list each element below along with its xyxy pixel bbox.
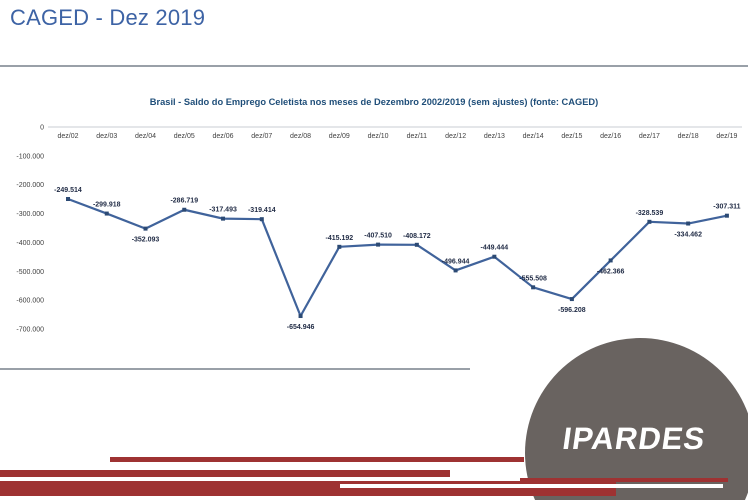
svg-text:dez/07: dez/07 (251, 133, 272, 140)
svg-text:-415.192: -415.192 (325, 235, 353, 242)
svg-text:-319.414: -319.414 (248, 207, 276, 214)
svg-text:dez/13: dez/13 (484, 133, 505, 140)
svg-text:dez/10: dez/10 (368, 133, 389, 140)
svg-text:dez/15: dez/15 (561, 133, 582, 140)
svg-text:-328.539: -328.539 (636, 210, 664, 217)
svg-text:dez/16: dez/16 (600, 133, 621, 140)
svg-text:0: 0 (40, 125, 44, 132)
svg-text:-600.000: -600.000 (16, 298, 44, 305)
decor-stripe-medium (0, 470, 450, 477)
decor-stripe-white (340, 484, 723, 488)
svg-text:dez/14: dez/14 (523, 133, 544, 140)
svg-text:dez/02: dez/02 (57, 133, 78, 140)
svg-text:dez/06: dez/06 (213, 133, 234, 140)
svg-text:-500.000: -500.000 (16, 269, 44, 276)
svg-text:dez/08: dez/08 (290, 133, 311, 140)
svg-text:-555.508: -555.508 (519, 275, 547, 282)
ipardes-logo-text: IPARDES (560, 421, 708, 456)
svg-text:dez/09: dez/09 (329, 133, 350, 140)
svg-text:-596.208: -596.208 (558, 307, 586, 314)
header-divider-line (0, 65, 748, 67)
svg-text:dez/11: dez/11 (407, 133, 428, 140)
content-bottom-divider-line (0, 368, 470, 370)
svg-text:dez/18: dez/18 (678, 133, 699, 140)
svg-text:-286.719: -286.719 (170, 198, 198, 205)
svg-text:-352.093: -352.093 (132, 237, 160, 244)
employment-line-chart: Brasil - Saldo do Emprego Celetista nos … (16, 97, 742, 334)
svg-text:-462.366: -462.366 (597, 268, 625, 275)
svg-text:-100.000: -100.000 (16, 153, 44, 160)
chart-card: Brasil - Saldo do Emprego Celetista nos … (0, 67, 748, 368)
svg-text:dez/04: dez/04 (135, 133, 156, 140)
svg-text:dez/17: dez/17 (639, 133, 660, 140)
svg-text:-299.918: -299.918 (93, 202, 121, 209)
svg-text:-408.172: -408.172 (403, 233, 431, 240)
svg-text:-300.000: -300.000 (16, 211, 44, 218)
svg-text:-249.514: -249.514 (54, 187, 82, 194)
decor-stripe-thin (110, 457, 524, 462)
svg-text:-307.311: -307.311 (713, 204, 740, 211)
svg-text:-407.510: -407.510 (364, 233, 392, 240)
svg-text:-400.000: -400.000 (16, 240, 44, 247)
svg-text:-496.944: -496.944 (442, 258, 470, 265)
page-title: CAGED - Dez 2019 (10, 5, 206, 30)
decor-stripe-over-circle (520, 478, 728, 482)
svg-text:-449.444: -449.444 (481, 245, 509, 252)
svg-text:-317.493: -317.493 (209, 207, 237, 214)
svg-text:dez/05: dez/05 (174, 133, 195, 140)
svg-text:dez/19: dez/19 (716, 133, 737, 140)
svg-text:dez/12: dez/12 (445, 133, 466, 140)
svg-text:Brasil - Saldo do Emprego Cele: Brasil - Saldo do Emprego Celetista nos … (150, 97, 598, 107)
svg-text:-334.462: -334.462 (674, 232, 702, 239)
svg-text:-200.000: -200.000 (16, 182, 44, 189)
svg-text:-700.000: -700.000 (16, 327, 44, 334)
svg-text:dez/03: dez/03 (96, 133, 117, 140)
svg-text:-654.946: -654.946 (287, 324, 315, 331)
